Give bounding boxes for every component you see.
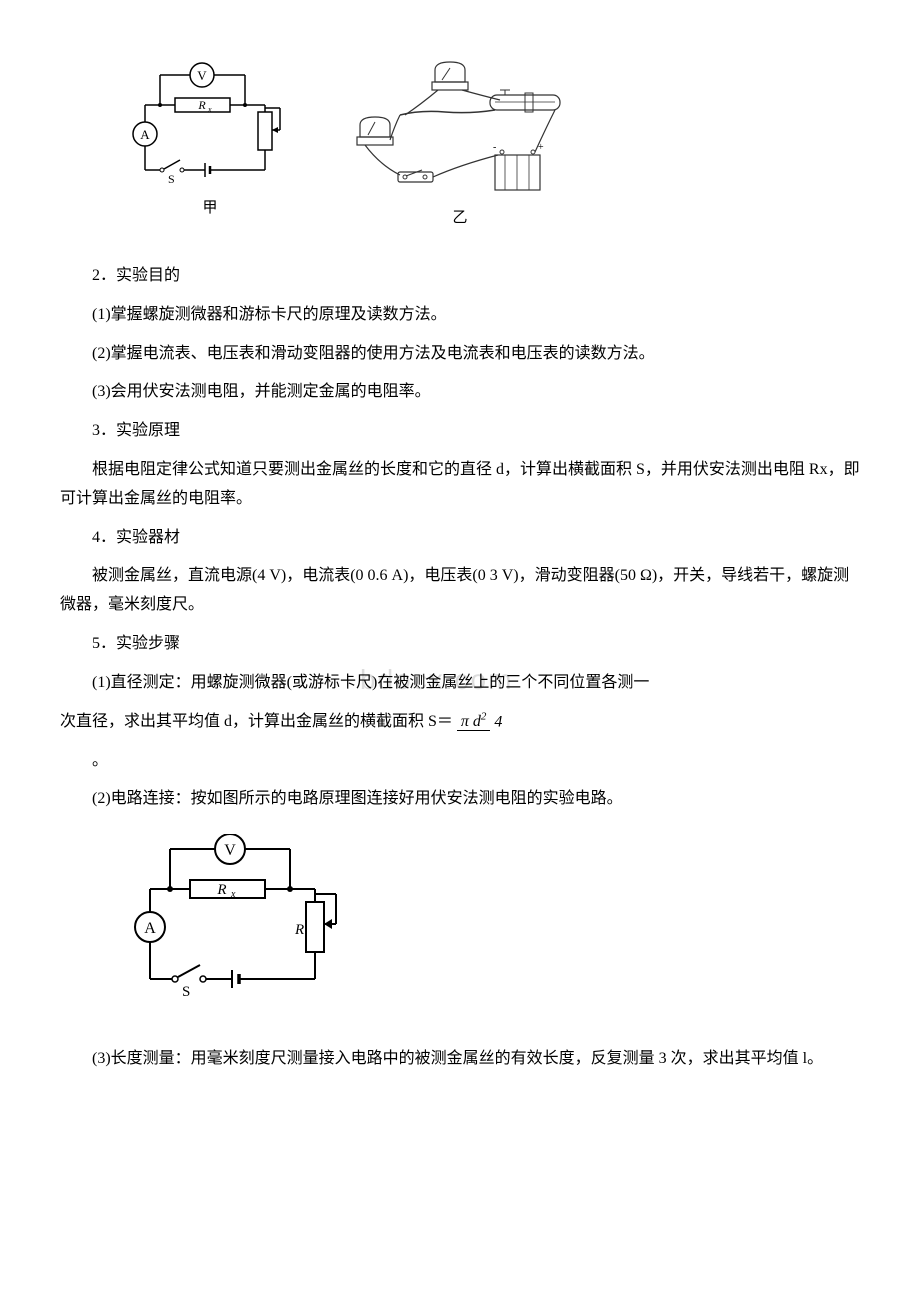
section-3-text: 根据电阻定律公式知道只要测出金属丝的长度和它的直径 d，计算出横截面积 S，并用… [60, 461, 860, 507]
svg-text:R: R [294, 922, 304, 938]
formula-denominator: 4 [494, 713, 502, 730]
circuit-diagram-bottom: V R x A R S [130, 834, 350, 1004]
figure-label-left: 甲 [202, 195, 217, 222]
formula-numerator: π d2 [457, 713, 491, 731]
apparatus-sketch: - + [350, 60, 570, 200]
svg-text:S: S [182, 984, 190, 1000]
figure-label-right: 乙 [452, 205, 467, 232]
section-5-item-2: (2)电路连接：按如图所示的电路原理图连接好用伏安法测电阻的实验电路。 [60, 785, 860, 814]
section-5-item-3: (3)长度测量：用毫米刻度尺测量接入电路中的被测金属丝的有效长度，反复测量 3 … [60, 1045, 860, 1074]
svg-text:R: R [216, 882, 226, 898]
svg-text:x: x [230, 889, 236, 900]
svg-text:V: V [224, 842, 236, 859]
svg-text:A: A [144, 920, 156, 937]
section-5-item-1a: (1)直径测定：用螺旋测微器(或游标卡尺)在被测金属丝上的三个不同位置各测一 [60, 669, 860, 698]
formula-fraction: π d2 4 [457, 708, 503, 737]
section-3-title: 3．实验原理 [60, 417, 860, 446]
circuit-diagram-left: V R x A [130, 60, 290, 190]
section-2-item-3: (3)会用伏安法测电阻，并能测定金属的电阻率。 [60, 378, 860, 407]
circuit-diagram-bottom-wrapper: V R x A R S [130, 834, 860, 1015]
section-4-text: 被测金属丝，直流电源(4 V)，电流表(0 0.6 A)，电压表(0 3 V)，… [60, 567, 849, 613]
section-2-item-1: (1)掌握螺旋测微器和游标卡尺的原理及读数方法。 [60, 301, 860, 330]
section-2-item-2: (2)掌握电流表、电压表和滑动变阻器的使用方法及电流表和电压表的读数方法。 [60, 340, 860, 369]
svg-text:R: R [197, 98, 206, 112]
svg-text:V: V [197, 68, 207, 83]
section-4-para: 被测金属丝，直流电源(4 V)，电流表(0 0.6 A)，电压表(0 3 V)，… [60, 562, 860, 620]
figure-right: - + 乙 [350, 60, 570, 232]
svg-text:x: x [207, 105, 212, 114]
section-3-para: 根据电阻定律公式知道只要测出金属丝的长度和它的直径 d，计算出横截面积 S，并用… [60, 456, 860, 514]
section-2-title: 2．实验目的 [60, 262, 860, 291]
figure-row-top: V R x A [130, 60, 860, 232]
svg-text:S: S [168, 172, 175, 186]
svg-text:A: A [140, 127, 150, 142]
section-5-item-1b: 次直径，求出其平均值 d，计算出金属丝的横截面积 S＝ π d2 4 [60, 708, 860, 737]
lone-period: 。 [60, 747, 860, 776]
svg-text:-: - [493, 142, 496, 153]
figure-left: V R x A [130, 60, 290, 222]
section-4-title: 4．实验器材 [60, 524, 860, 553]
section-5-item-1b-text: 次直径，求出其平均值 d，计算出金属丝的横截面积 S＝ [60, 713, 453, 730]
section-5-title: 5．实验步骤 [60, 630, 860, 659]
